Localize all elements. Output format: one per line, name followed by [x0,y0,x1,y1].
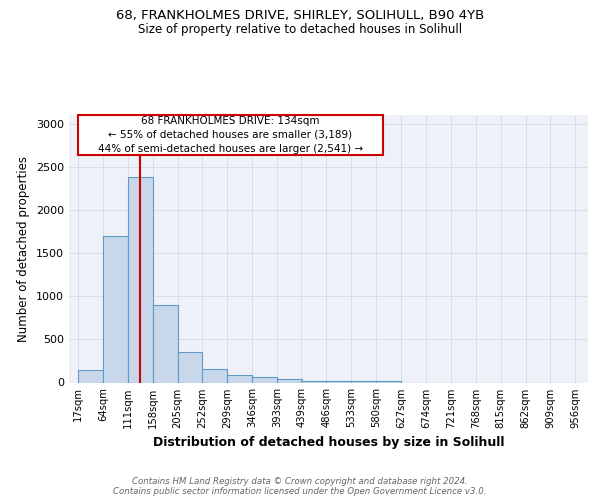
Bar [202,368,227,382]
FancyBboxPatch shape [78,115,383,154]
Bar [103,236,128,382]
Text: 68 FRANKHOLMES DRIVE: 134sqm
← 55% of detached houses are smaller (3,189)
44% of: 68 FRANKHOLMES DRIVE: 134sqm ← 55% of de… [98,116,363,154]
Bar [227,374,252,382]
Bar [376,381,401,382]
Text: 68, FRANKHOLMES DRIVE, SHIRLEY, SOLIHULL, B90 4YB: 68, FRANKHOLMES DRIVE, SHIRLEY, SOLIHULL… [116,9,484,22]
Bar [152,305,178,382]
Bar [78,370,103,382]
Bar [178,352,202,382]
Bar [277,379,302,382]
Y-axis label: Number of detached properties: Number of detached properties [17,156,31,342]
Bar [128,177,152,382]
Bar [301,381,326,382]
Bar [326,381,351,382]
Bar [351,381,376,382]
X-axis label: Distribution of detached houses by size in Solihull: Distribution of detached houses by size … [153,436,504,449]
Bar [252,378,277,382]
Text: Size of property relative to detached houses in Solihull: Size of property relative to detached ho… [138,23,462,36]
Text: Contains HM Land Registry data © Crown copyright and database right 2024.
Contai: Contains HM Land Registry data © Crown c… [113,476,487,496]
